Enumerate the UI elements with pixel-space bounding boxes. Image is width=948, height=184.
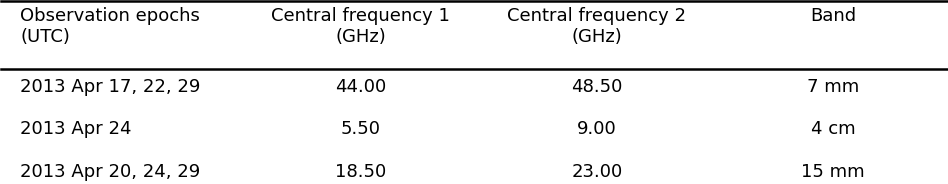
Text: 23.00: 23.00 (572, 163, 623, 181)
Text: Observation epochs
(UTC): Observation epochs (UTC) (20, 7, 200, 45)
Text: 5.50: 5.50 (340, 121, 380, 139)
Text: 2013 Apr 17, 22, 29: 2013 Apr 17, 22, 29 (20, 78, 201, 96)
Text: 4 cm: 4 cm (811, 121, 855, 139)
Text: Central frequency 1
(GHz): Central frequency 1 (GHz) (271, 7, 450, 45)
Text: 9.00: 9.00 (577, 121, 617, 139)
Text: 48.50: 48.50 (572, 78, 623, 96)
Text: Band: Band (811, 7, 856, 25)
Text: 15 mm: 15 mm (801, 163, 865, 181)
Text: 18.50: 18.50 (335, 163, 386, 181)
Text: 2013 Apr 24: 2013 Apr 24 (20, 121, 132, 139)
Text: 2013 Apr 20, 24, 29: 2013 Apr 20, 24, 29 (20, 163, 201, 181)
Text: Central frequency 2
(GHz): Central frequency 2 (GHz) (507, 7, 686, 45)
Text: 44.00: 44.00 (335, 78, 386, 96)
Text: 7 mm: 7 mm (807, 78, 859, 96)
